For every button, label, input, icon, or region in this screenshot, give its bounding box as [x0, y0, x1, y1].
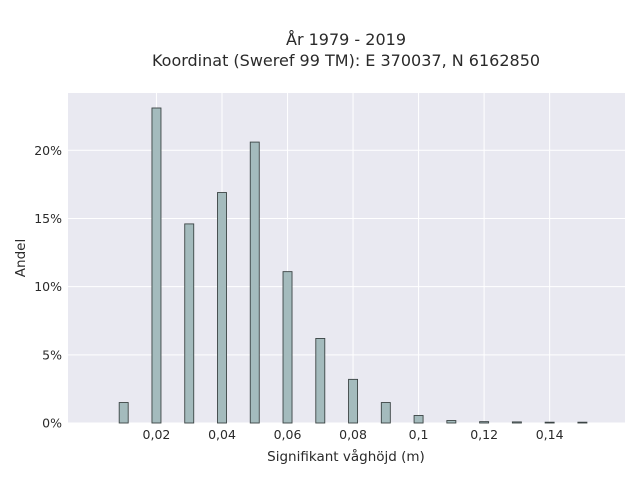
- chart-title-line-1: År 1979 - 2019: [286, 30, 406, 49]
- x-tick-label: 0,04: [208, 427, 236, 442]
- y-axis-label: Andel: [13, 239, 29, 277]
- bars: [118, 107, 588, 424]
- histogram-bar: [217, 192, 227, 424]
- y-tick-label: 15%: [34, 211, 62, 226]
- x-tick-label: 0,02: [143, 427, 171, 442]
- y-tick-label: 0%: [42, 416, 62, 431]
- histogram-bar: [249, 141, 260, 424]
- y-tick-label: 20%: [34, 143, 62, 158]
- x-tick-label: 0,06: [274, 427, 302, 442]
- histogram-bar: [544, 421, 555, 424]
- x-tick-label: 0,1: [409, 427, 429, 442]
- histogram-bar: [413, 415, 424, 424]
- histogram-bar: [151, 107, 162, 424]
- x-axis-label: Signifikant våghöjd (m): [267, 448, 425, 465]
- histogram-bar: [577, 421, 588, 424]
- x-tick-label: 0,12: [470, 427, 498, 442]
- histogram-bar: [446, 420, 457, 424]
- chart-title-line-2: Koordinat (Sweref 99 TM): E 370037, N 61…: [152, 51, 540, 70]
- y-axis-ticks: 0% 5% 10% 15% 20%: [34, 143, 62, 431]
- histogram-bar: [380, 402, 391, 424]
- histogram-bar: [511, 421, 522, 424]
- histogram-bar: [315, 338, 326, 424]
- histogram-bar: [184, 223, 195, 424]
- y-tick-label: 5%: [42, 347, 62, 362]
- histogram-bar: [282, 271, 293, 424]
- histogram-bar: [348, 378, 359, 424]
- x-axis-ticks: 0,02 0,04 0,06 0,08 0,1 0,12 0,14: [143, 427, 564, 442]
- x-tick-label: 0,14: [536, 427, 564, 442]
- histogram-bar: [479, 421, 490, 424]
- y-tick-label: 10%: [34, 279, 62, 294]
- histogram-bar: [118, 402, 129, 424]
- x-tick-label: 0,08: [339, 427, 367, 442]
- chart-title: År 1979 - 2019 Koordinat (Sweref 99 TM):…: [152, 30, 540, 70]
